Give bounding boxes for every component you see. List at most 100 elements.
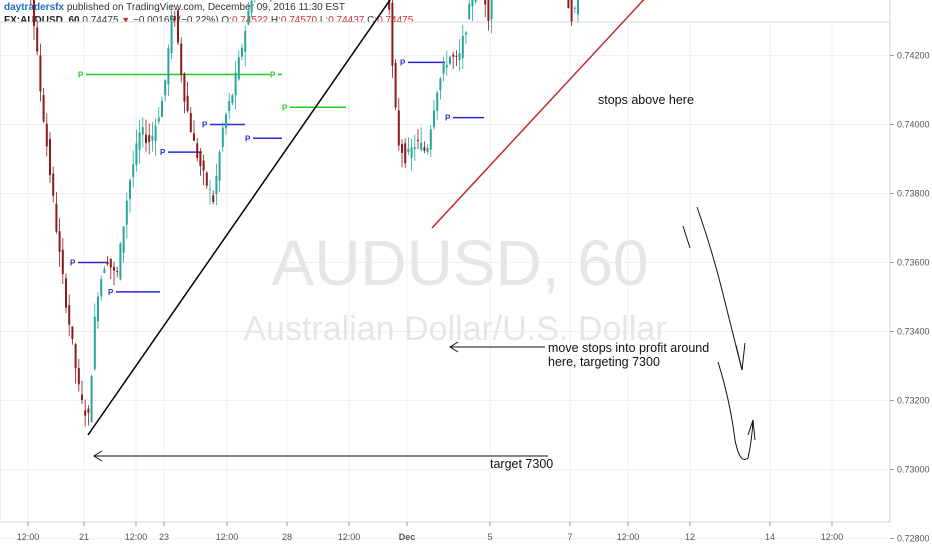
watermark-description: Australian Dollar/U.S. Dollar xyxy=(243,310,666,348)
candle-body xyxy=(241,47,243,57)
candle-body xyxy=(100,279,103,297)
candle-body xyxy=(247,10,250,25)
candle-body xyxy=(65,278,67,308)
candle-body xyxy=(417,139,419,141)
price-axis[interactable]: 0.754000.752000.748000.746000.742000.740… xyxy=(889,0,931,544)
candle-body xyxy=(404,143,407,164)
candle-body xyxy=(199,151,202,167)
hand-drawings xyxy=(93,206,756,462)
candle-body xyxy=(567,0,570,9)
candle-body xyxy=(74,344,77,369)
time-axis[interactable]: 12:00 21 12:00 23 12:00 28 12:00 Dec 5 7 12:00 12 14… xyxy=(0,521,890,542)
target-arrow-head xyxy=(93,450,103,462)
candle-body xyxy=(97,296,99,322)
candle-body xyxy=(145,134,147,144)
time-tick-label: 28 xyxy=(282,532,292,542)
published-text: published on TradingView.com, December 0… xyxy=(66,2,345,13)
candle-body xyxy=(577,0,579,15)
candle-body xyxy=(164,79,167,96)
candle-body xyxy=(42,95,45,122)
close-label: C: xyxy=(367,15,378,26)
candle-body xyxy=(420,142,423,150)
candle-body xyxy=(487,0,490,21)
candle-body xyxy=(90,375,93,423)
candle-body xyxy=(189,113,192,133)
last-price: 0.74475 xyxy=(82,15,119,26)
trend-line xyxy=(87,0,391,436)
time-tick-label: 12:00 xyxy=(821,532,844,542)
candle-body xyxy=(468,3,471,20)
pivot-label: P xyxy=(108,288,114,297)
chart-grid xyxy=(0,21,891,539)
candle-body xyxy=(116,270,119,272)
candle-body xyxy=(205,172,208,186)
candle-body xyxy=(93,316,96,369)
price-tick-label: 0.72800 xyxy=(897,534,930,544)
candle-body xyxy=(129,180,131,199)
time-tick-label: 21 xyxy=(79,532,89,542)
annotation-text: stops above here xyxy=(598,93,694,107)
candle-body xyxy=(391,2,394,66)
candle-body xyxy=(154,125,157,142)
watermark: AUDUSD, 60 Australian Dollar/U.S. Dollar xyxy=(243,227,666,348)
candle-body xyxy=(138,132,141,150)
candle-body xyxy=(413,147,416,150)
candle-body xyxy=(58,231,61,252)
open-label: O: xyxy=(221,15,232,26)
trendlines[interactable] xyxy=(87,0,890,436)
pivot-label: P xyxy=(282,103,288,112)
time-tick-label: 5 xyxy=(487,532,492,542)
candle-body xyxy=(209,189,211,191)
time-tick-label: 12:00 xyxy=(17,532,40,542)
candle-body xyxy=(61,249,64,275)
open-value: 0.74522 xyxy=(231,15,269,26)
candle-body xyxy=(474,0,477,2)
symbol-label: FX:AUDUSD, 60 xyxy=(4,15,80,26)
trend-line xyxy=(431,0,645,229)
time-tick-label: 12:00 xyxy=(216,532,239,542)
candle-body xyxy=(212,195,215,202)
candle-body xyxy=(52,173,55,196)
candles xyxy=(30,0,579,427)
candle-body xyxy=(401,144,403,153)
candle-body xyxy=(465,32,467,35)
pivot-label: P xyxy=(245,134,251,143)
candle-body xyxy=(455,55,458,57)
candle-body xyxy=(173,15,176,21)
candle-body xyxy=(250,0,253,13)
stops-arrow-head xyxy=(449,341,459,353)
candle-body xyxy=(570,0,573,22)
candle-body xyxy=(225,114,227,129)
candle-body xyxy=(77,367,80,385)
candle-body xyxy=(39,55,42,92)
low-label: L: xyxy=(319,15,329,26)
pivot-label: P xyxy=(445,114,451,123)
pivot-label: P xyxy=(400,58,406,67)
time-tick-label: 12 xyxy=(685,532,695,542)
candle-body xyxy=(407,148,410,152)
candle-body xyxy=(109,258,112,268)
pivot-label: P xyxy=(202,121,208,130)
candle-body xyxy=(490,0,493,20)
candle-body xyxy=(33,0,35,26)
time-tick-label: 12:00 xyxy=(125,532,148,542)
annotations: stops above here move stops into profit a… xyxy=(490,93,709,471)
candle-body xyxy=(394,62,397,108)
time-tick-label: 12:00 xyxy=(617,532,640,542)
candle-body xyxy=(186,95,189,111)
candle-body xyxy=(45,123,48,147)
arrow-head-1 xyxy=(735,342,746,371)
candle-body xyxy=(228,101,231,112)
candle-body xyxy=(215,175,218,195)
high-label: H: xyxy=(270,15,281,26)
candle-body xyxy=(170,14,173,54)
candle-body xyxy=(167,48,170,85)
candle-body xyxy=(141,127,144,135)
candle-body xyxy=(68,305,71,325)
candle-body xyxy=(426,148,429,152)
price-tick-label: 0.73400 xyxy=(897,327,930,337)
candle-body xyxy=(244,30,247,52)
candle-body xyxy=(231,95,234,103)
candle-body xyxy=(132,164,135,178)
